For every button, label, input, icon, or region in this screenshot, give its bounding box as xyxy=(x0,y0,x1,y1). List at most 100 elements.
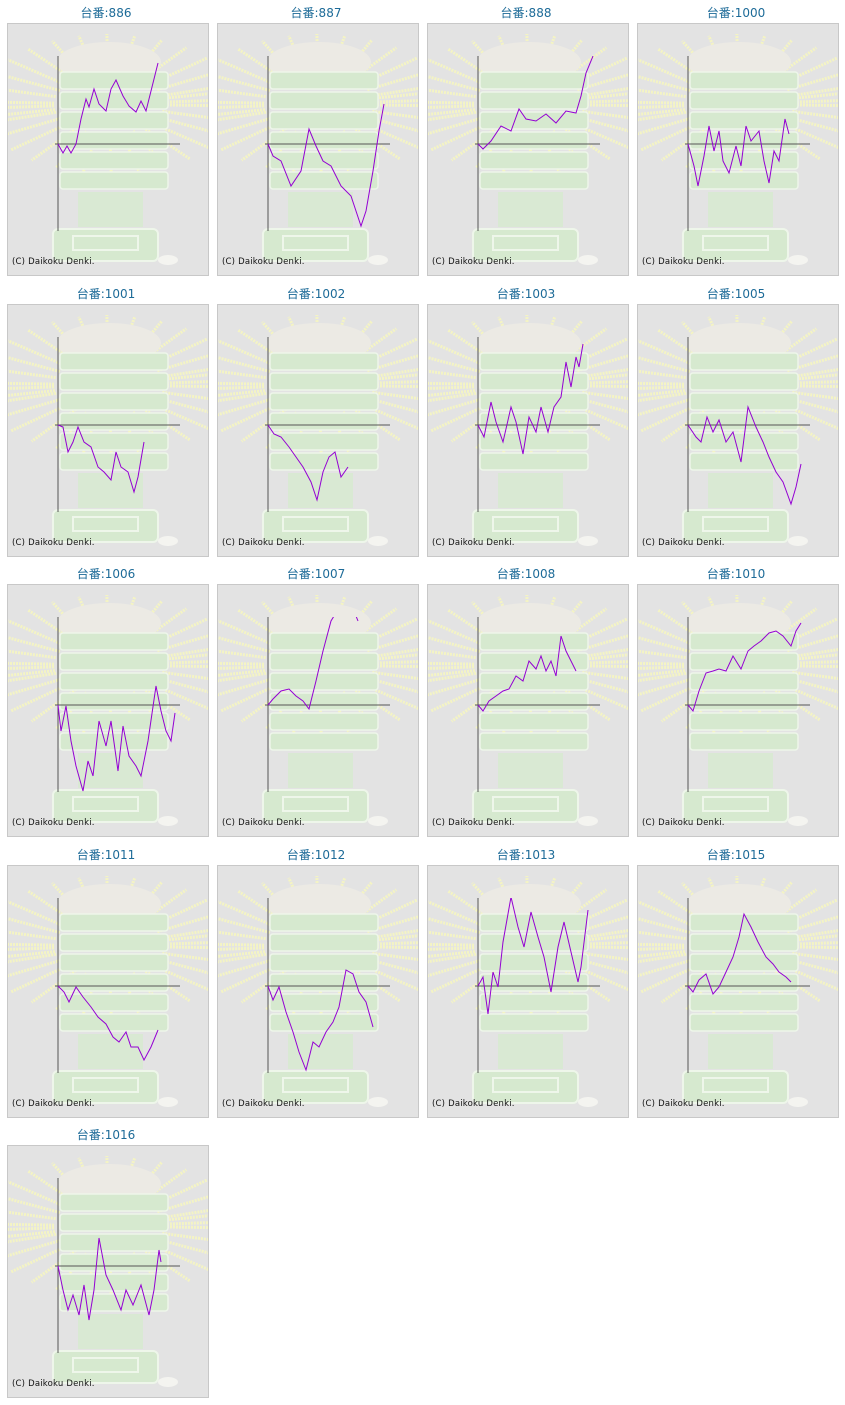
machine-number-title[interactable]: 台番:1008 xyxy=(496,567,556,581)
slump-graph xyxy=(8,594,208,826)
slump-graph xyxy=(428,875,628,1107)
background-illustration xyxy=(428,875,628,1107)
background-illustration xyxy=(218,314,418,546)
copyright-text: (C) Daikoku Denki. xyxy=(642,818,725,828)
graph-panel: (C) Daikoku Denki. xyxy=(637,864,839,1118)
graph-cell[interactable]: 台番:1016 (C) Daikoku Denki. xyxy=(1,1122,211,1402)
machine-number-title[interactable]: 台番:887 xyxy=(290,6,342,20)
data-line xyxy=(267,424,349,502)
background-illustration xyxy=(218,594,418,826)
graph-panel: (C) Daikoku Denki. xyxy=(7,23,209,276)
background-illustration xyxy=(638,875,838,1107)
machine-number-title[interactable]: 台番:1010 xyxy=(706,567,766,581)
graph-cell[interactable]: 台番:1003 (C) Daikoku Denki. xyxy=(421,281,631,561)
copyright-text: (C) Daikoku Denki. xyxy=(12,257,95,267)
graph-panel: (C) Daikoku Denki. xyxy=(217,584,419,837)
copyright-text: (C) Daikoku Denki. xyxy=(642,1098,725,1109)
copyright-text: (C) Daikoku Denki. xyxy=(432,257,515,267)
slump-graph xyxy=(218,33,418,265)
copyright-text: (C) Daikoku Denki. xyxy=(642,257,725,267)
slump-graph xyxy=(8,1155,208,1387)
data-line xyxy=(57,685,176,792)
graph-cell[interactable]: 台番:886 (C) Daikoku Denki. xyxy=(1,0,211,280)
data-line xyxy=(57,1237,162,1321)
slump-graph xyxy=(428,314,628,546)
machine-number-title[interactable]: 台番:1005 xyxy=(706,286,766,301)
copyright-text: (C) Daikoku Denki. xyxy=(12,1379,95,1389)
data-line xyxy=(687,118,790,187)
graph-cell[interactable]: 台番:1010 (C) Daikoku Denki. xyxy=(631,561,841,841)
slump-graph xyxy=(218,314,418,546)
slump-graph xyxy=(638,875,838,1107)
graph-panel: (C) Daikoku Denki. xyxy=(427,864,629,1118)
copyright-text: (C) Daikoku Denki. xyxy=(222,1098,305,1109)
machine-number-title[interactable]: 台番:1000 xyxy=(706,6,766,20)
graph-cell[interactable]: 台番:1006 (C) Daikoku Denki. xyxy=(1,561,211,841)
graph-cell[interactable]: 台番:1005 (C) Daikoku Denki. xyxy=(631,281,841,561)
background-illustration xyxy=(428,33,628,265)
copyright-text: (C) Daikoku Denki. xyxy=(222,818,305,828)
machine-number-title[interactable]: 台番:1001 xyxy=(76,286,136,301)
copyright-text: (C) Daikoku Denki. xyxy=(12,537,95,548)
graph-cell[interactable]: 台番:1001 (C) Daikoku Denki. xyxy=(1,281,211,561)
graph-cell[interactable]: 台番:1012 (C) Daikoku Denki. xyxy=(211,842,421,1122)
data-line xyxy=(477,635,577,712)
data-line xyxy=(267,103,385,228)
graph-cell[interactable]: 台番:1008 (C) Daikoku Denki. xyxy=(421,561,631,841)
background-illustration xyxy=(218,33,418,265)
data-line xyxy=(267,617,359,711)
machine-number-title[interactable]: 台番:1006 xyxy=(76,567,136,581)
background-illustration xyxy=(638,33,838,265)
graph-cell[interactable]: 台番:1000 (C) Daikoku Denki. xyxy=(631,0,841,280)
background-illustration xyxy=(8,33,208,265)
data-line xyxy=(477,343,584,454)
data-line xyxy=(477,897,589,1014)
slump-graph xyxy=(8,33,208,265)
graph-cell[interactable]: 台番:1013 (C) Daikoku Denki. xyxy=(421,842,631,1122)
data-line xyxy=(57,985,159,1061)
background-illustration xyxy=(218,875,418,1107)
graph-panel: (C) Daikoku Denki. xyxy=(217,303,419,557)
machine-number-title[interactable]: 台番:1012 xyxy=(286,847,346,862)
machine-number-title[interactable]: 台番:886 xyxy=(80,6,132,20)
machine-number-title[interactable]: 台番:1007 xyxy=(286,567,346,581)
data-line xyxy=(687,912,792,995)
background-illustration xyxy=(8,314,208,546)
graph-panel: (C) Daikoku Denki. xyxy=(7,584,209,837)
graph-panel: (C) Daikoku Denki. xyxy=(427,23,629,276)
slump-graph xyxy=(8,875,208,1107)
data-line xyxy=(687,622,802,713)
copyright-text: (C) Daikoku Denki. xyxy=(642,537,725,548)
slump-graph xyxy=(8,314,208,546)
data-line xyxy=(57,424,145,494)
graph-cell[interactable]: 台番:1015 (C) Daikoku Denki. xyxy=(631,842,841,1122)
copyright-text: (C) Daikoku Denki. xyxy=(222,257,305,267)
graph-panel: (C) Daikoku Denki. xyxy=(217,864,419,1118)
machine-number-title[interactable]: 台番:1013 xyxy=(496,847,556,862)
background-illustration xyxy=(428,594,628,826)
machine-number-title[interactable]: 台番:1011 xyxy=(76,847,136,862)
machine-number-title[interactable]: 台番:1003 xyxy=(496,286,556,301)
machine-number-title[interactable]: 台番:888 xyxy=(500,6,552,20)
copyright-text: (C) Daikoku Denki. xyxy=(222,537,305,548)
data-line xyxy=(267,968,374,1072)
slump-graph xyxy=(638,594,838,826)
background-illustration xyxy=(8,1155,208,1387)
copyright-text: (C) Daikoku Denki. xyxy=(12,1098,95,1109)
graph-cell[interactable]: 台番:1002 (C) Daikoku Denki. xyxy=(211,281,421,561)
graph-panel: (C) Daikoku Denki. xyxy=(637,303,839,557)
data-line xyxy=(57,62,159,155)
machine-number-title[interactable]: 台番:1002 xyxy=(286,286,346,301)
graph-cell[interactable]: 台番:887 (C) Daikoku Denki. xyxy=(211,0,421,280)
graph-panel: (C) Daikoku Denki. xyxy=(637,584,839,837)
slump-graph xyxy=(638,314,838,546)
slump-graph xyxy=(428,594,628,826)
slump-graph xyxy=(218,594,418,826)
graph-cell[interactable]: 台番:1011 (C) Daikoku Denki. xyxy=(1,842,211,1122)
machine-number-title[interactable]: 台番:1016 xyxy=(76,1128,136,1142)
copyright-text: (C) Daikoku Denki. xyxy=(12,818,95,828)
background-illustration xyxy=(638,314,838,546)
graph-cell[interactable]: 台番:888 (C) Daikoku Denki. xyxy=(421,0,631,280)
machine-number-title[interactable]: 台番:1015 xyxy=(706,847,766,862)
graph-cell[interactable]: 台番:1007 (C) Daikoku Denki. xyxy=(211,561,421,841)
